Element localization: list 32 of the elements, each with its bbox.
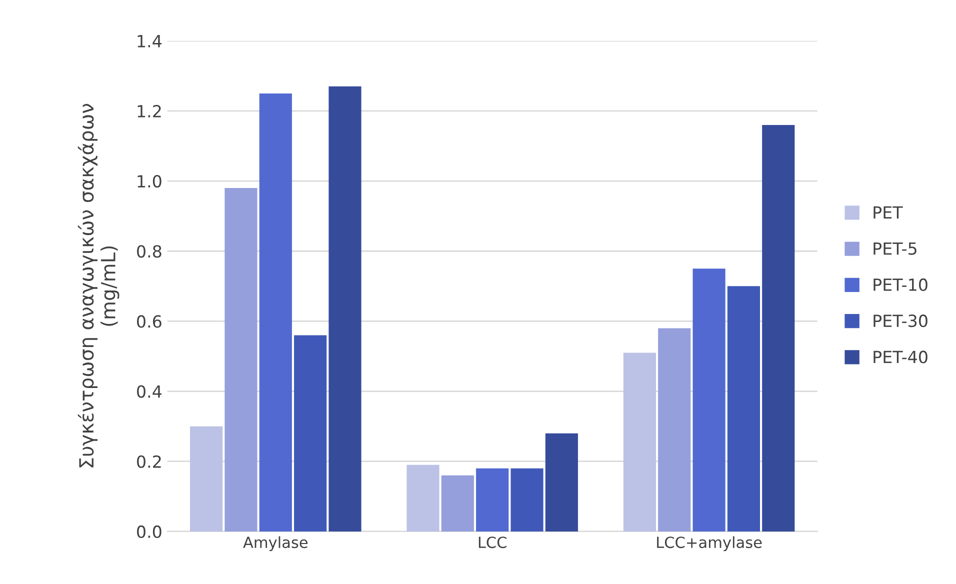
bar (762, 124, 795, 532)
y-tick-label: 0.4 (137, 385, 162, 398)
y-tick-label: 1.2 (138, 104, 161, 118)
bar (294, 335, 327, 532)
y-tick-label: 0.0 (137, 525, 162, 538)
y-tick-label: 1.0 (138, 175, 162, 188)
legend-label: PET-30 (874, 314, 928, 328)
bar (441, 475, 474, 532)
bar (623, 352, 656, 532)
x-tick-label: LCC+amylase (657, 536, 762, 552)
bar (510, 468, 544, 532)
legend-label: PET-5 (874, 242, 916, 255)
y-tick-label: 0.6 (137, 315, 162, 328)
y-tick-label: 0.8 (137, 245, 162, 258)
legend-label: PET-40 (874, 350, 928, 364)
x-tick-label: Amylase (243, 536, 308, 552)
y-tick-label: 0.2 (137, 455, 161, 468)
bar (190, 426, 223, 532)
y-axis-title: Συγκέντρωση αναγωγικών σακχάρων (mg/mL) (78, 104, 120, 468)
bar (406, 464, 440, 532)
bar (658, 328, 691, 532)
legend-label: PET (874, 206, 903, 218)
bar (692, 268, 726, 532)
x-tick-label: LCC (478, 536, 506, 548)
legend-label: PET-10 (874, 278, 928, 291)
bar (727, 286, 760, 532)
y-tick-label: 1.4 (138, 35, 162, 48)
bar (259, 93, 292, 532)
bar (476, 468, 509, 532)
bar (328, 86, 362, 532)
bar (545, 433, 578, 532)
bar (224, 188, 258, 532)
